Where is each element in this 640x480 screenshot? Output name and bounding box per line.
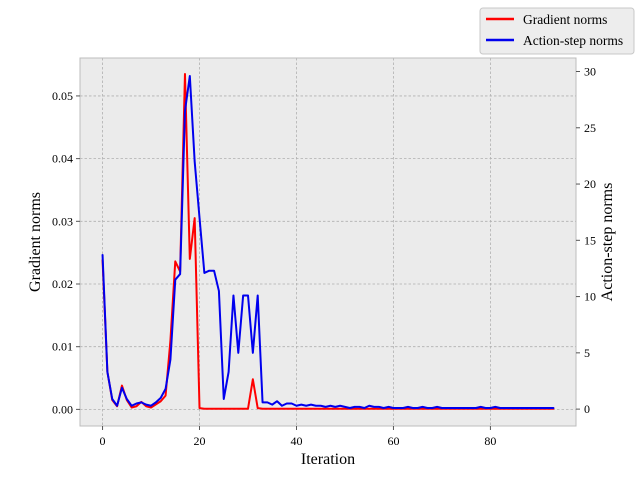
right-y-tick-label-3: 15 [584,233,596,247]
series-line-gradient-norms [101,72,555,410]
x-tick-label-4: 80 [484,434,496,448]
right-y-tick-label-4: 20 [584,177,596,191]
left-y-tick-label-0: 0.00 [52,402,73,416]
legend-label-action-step-norms: Action-step norms [523,33,623,48]
right-y-tick-label-0: 0 [584,402,590,416]
x-tick-label-1: 20 [194,434,206,448]
left-y-axis-ticks: 0.00 0.01 0.02 0.03 0.04 0.05 [52,89,80,416]
left-y-tick-label-1: 0.01 [52,340,73,354]
legend-label-gradient-norms: Gradient norms [523,12,607,27]
left-y-tick-label-5: 0.05 [52,89,73,103]
series-lines [101,72,555,410]
plot-area [80,58,576,426]
legend: Gradient norms Action-step norms [479,7,635,55]
left-y-tick-label-3: 0.03 [52,214,73,228]
x-tick-label-0: 0 [100,434,106,448]
legend-box [479,7,635,55]
right-y-tick-label-6: 30 [584,65,596,79]
x-axis-ticks: 0 20 40 60 80 [100,426,496,448]
right-y-axis-ticks: 0 5 10 15 20 25 30 [576,65,596,416]
plot-frame [79,57,577,427]
x-tick-label-3: 60 [387,434,399,448]
x-axis-label: Iteration [301,451,355,468]
right-y-tick-label-5: 25 [584,121,596,135]
right-y-tick-label-1: 5 [584,346,590,360]
series-line-action-step-norms [101,75,555,409]
right-y-tick-label-2: 10 [584,290,596,304]
left-y-axis-label: Gradient norms [27,192,44,292]
left-y-tick-label-2: 0.02 [52,277,73,291]
x-tick-label-2: 40 [290,434,302,448]
left-y-tick-label-4: 0.04 [52,152,73,166]
right-y-axis-label: Action-step norms [599,183,616,302]
